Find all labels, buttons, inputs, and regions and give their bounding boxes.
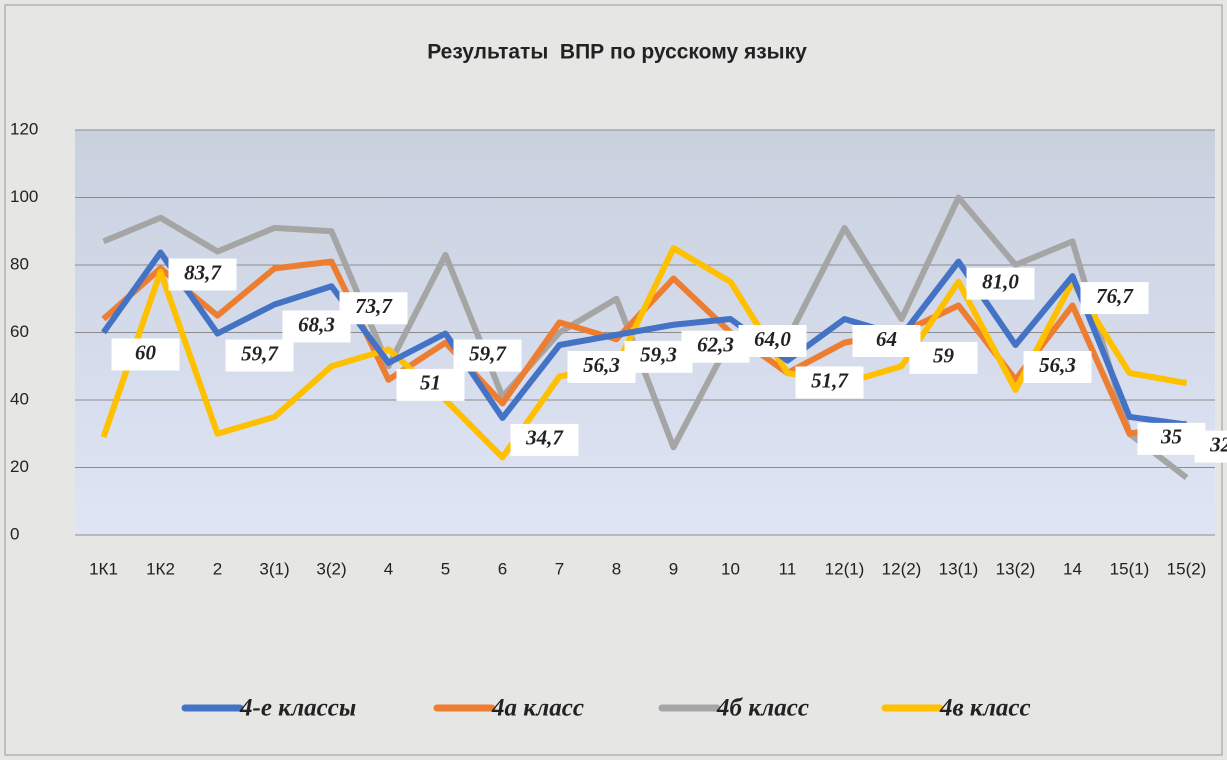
data-label-box [168, 258, 237, 291]
data-label: 73,7 [355, 294, 393, 318]
x-tick-label: 1К1 [89, 559, 118, 578]
data-label: 56,3 [1039, 353, 1076, 377]
data-label: 59,3 [640, 343, 677, 367]
data-label: 59 [933, 344, 955, 368]
data-label: 64 [876, 327, 897, 351]
data-label: 59,7 [241, 341, 279, 365]
data-label: 59,7 [469, 341, 507, 365]
data-label: 35 [1160, 425, 1182, 449]
x-tick-label: 14 [1063, 559, 1082, 578]
series-line [100, 245, 1188, 461]
x-tick-label: 3(2) [316, 559, 346, 578]
x-tick-label: 13(2) [996, 559, 1036, 578]
data-label-box [567, 350, 636, 383]
legend-label: 4б класс [716, 695, 809, 722]
data-label-box [510, 423, 579, 456]
data-label: 34,7 [525, 426, 564, 450]
x-tick-label: 9 [669, 559, 678, 578]
x-tick-label: 12(1) [825, 559, 865, 578]
x-tick-label: 8 [612, 559, 621, 578]
data-label-box [966, 267, 1035, 300]
data-label-box [909, 341, 978, 374]
data-label: 64,0 [754, 327, 791, 351]
x-tick-label: 15(2) [1167, 559, 1207, 578]
data-label-box [339, 292, 408, 325]
x-tick-label: 4 [384, 559, 393, 578]
data-label-box [681, 330, 750, 363]
data-label: 51 [420, 371, 441, 395]
x-tick-label: 13(1) [939, 559, 979, 578]
data-label: 56,3 [583, 353, 620, 377]
data-label: 60 [135, 340, 157, 364]
x-tick-label: 12(2) [882, 559, 922, 578]
data-label-box [738, 325, 807, 357]
data-label: 68,3 [298, 312, 335, 336]
y-tick-label: 120 [10, 119, 38, 138]
legend-label: 4а класс [491, 695, 584, 722]
y-tick-label: 0 [10, 524, 19, 543]
y-tick-label: 100 [10, 187, 38, 206]
x-tick-label: 2 [213, 559, 222, 578]
y-tick-label: 40 [10, 389, 29, 408]
data-label: 32,7 [1209, 432, 1227, 456]
data-label-box [1137, 422, 1206, 455]
data-label-box [1023, 350, 1092, 383]
x-tick-label: 1К2 [146, 559, 175, 578]
x-tick-label: 6 [498, 559, 507, 578]
chart-title: Результаты ВПР по русскому языку [427, 41, 807, 64]
legend-label: 4в класс [939, 695, 1031, 722]
data-label-box [453, 339, 522, 372]
x-tick-label: 10 [721, 559, 740, 578]
x-tick-label: 5 [441, 559, 450, 578]
data-label-box [1080, 282, 1149, 315]
legend-label: 4-е классы [239, 695, 356, 722]
data-label: 83,7 [184, 260, 222, 284]
data-label-box [396, 368, 465, 401]
y-tick-label: 80 [10, 254, 29, 273]
data-label-box [1194, 430, 1227, 463]
frame [4, 4, 1223, 756]
data-label-box [282, 310, 351, 343]
x-tick-label: 7 [555, 559, 564, 578]
data-label-box [111, 338, 180, 371]
data-label-box [624, 340, 693, 373]
y-tick-label: 20 [10, 457, 29, 476]
data-label: 62,3 [697, 333, 734, 357]
x-tick-label: 3(1) [259, 559, 289, 578]
data-label-box [795, 366, 864, 399]
data-label: 81,0 [982, 269, 1019, 293]
series-line [101, 249, 1187, 428]
series-line [102, 194, 1189, 481]
data-label: 51,7 [811, 368, 849, 392]
y-tick-label: 60 [10, 322, 29, 341]
x-tick-label: 15(1) [1110, 559, 1150, 578]
data-label-box [852, 325, 921, 357]
data-label-box [225, 339, 294, 372]
data-label: 76,7 [1096, 284, 1134, 308]
x-tick-label: 11 [779, 559, 797, 578]
